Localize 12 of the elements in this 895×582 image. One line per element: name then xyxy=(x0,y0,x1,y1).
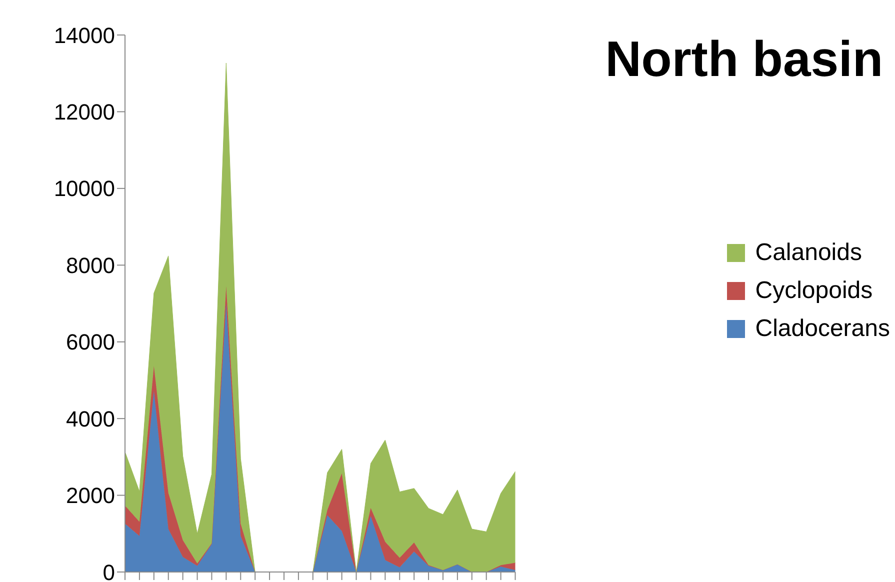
legend-label: Cladocerans xyxy=(755,315,890,343)
y-tick-label: 8000 xyxy=(66,252,115,278)
y-tick-label: 12000 xyxy=(54,100,115,125)
y-tick-label: 10000 xyxy=(54,176,115,202)
y-tick-label: 0 xyxy=(102,560,115,582)
legend-label: Calanoids xyxy=(755,239,862,267)
y-tick-label: 4000 xyxy=(66,406,115,432)
text: North basin xyxy=(605,30,883,88)
y-tick-label: 6000 xyxy=(66,330,115,355)
y-tick-label: 14000 xyxy=(54,22,115,48)
y-tick-label: 2000 xyxy=(66,483,115,508)
legend-label: Cyclopoids xyxy=(755,277,873,305)
